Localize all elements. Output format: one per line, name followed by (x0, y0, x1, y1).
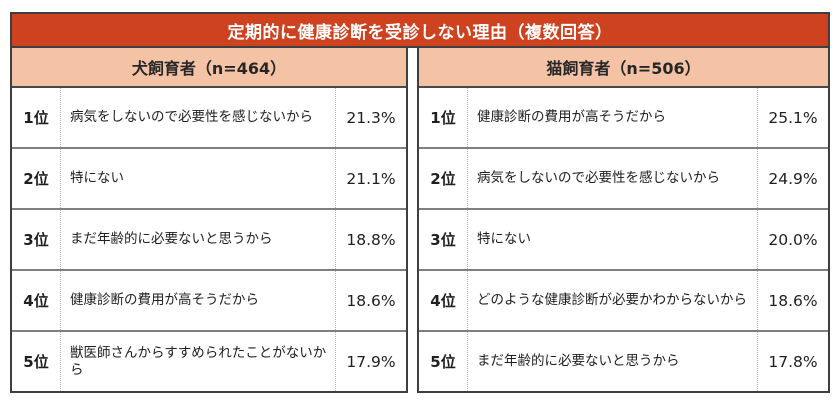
table-frame: 定期的に健康診断を受診しない理由（複数回答） 犬飼育者（n=464） 1位 病気… (10, 12, 830, 393)
table-row: 2位 病気をしないので必要性を感じないから 24.9% (419, 147, 828, 208)
rank-cell: 4位 (419, 271, 468, 330)
reason-cell: まだ年齢的に必要ないと思うから (477, 353, 680, 370)
reason-cell: 健康診断の費用が高そうだから (477, 109, 666, 126)
rank-cell: 2位 (419, 149, 468, 208)
rank-cell: 1位 (12, 88, 61, 147)
percent-cell: 18.8% (335, 210, 406, 269)
percent-cell: 21.1% (335, 149, 406, 208)
table-row: 4位 どのような健康診断が必要かわからないから 18.6% (419, 269, 828, 330)
reason-cell: 特にない (70, 170, 124, 187)
percent-cell: 18.6% (757, 271, 828, 330)
figure-title: 定期的に健康診断を受診しない理由（複数回答） (227, 22, 613, 43)
rank-cell: 5位 (419, 332, 468, 391)
percent-cell: 20.0% (757, 210, 828, 269)
reason-cell: 獣医師さんからすすめられたことがないから (70, 344, 327, 378)
reason-cell: まだ年齢的に必要ないと思うから (70, 231, 273, 248)
percent-cell: 21.3% (335, 88, 406, 147)
rank-cell: 2位 (12, 149, 61, 208)
figure-title-bar: 定期的に健康診断を受診しない理由（複数回答） (10, 12, 830, 48)
table-row: 3位 まだ年齢的に必要ないと思うから 18.8% (12, 208, 406, 269)
table-row: 2位 特にない 21.1% (12, 147, 406, 208)
dog-owner-panel: 犬飼育者（n=464） 1位 病気をしないので必要性を感じないから 21.3% … (10, 46, 408, 393)
cat-owner-panel: 猫飼育者（n=506） 1位 健康診断の費用が高そうだから 25.1% 2位 病… (417, 46, 830, 393)
rank-cell: 1位 (419, 88, 468, 147)
percent-cell: 17.8% (757, 332, 828, 391)
table-row: 4位 健康診断の費用が高そうだから 18.6% (12, 269, 406, 330)
percent-cell: 17.9% (335, 332, 406, 391)
dog-owner-panel-header: 犬飼育者（n=464） (12, 48, 406, 88)
reason-cell: 病気をしないので必要性を感じないから (477, 170, 720, 187)
cat-owner-panel-title: 猫飼育者（n=506） (546, 59, 701, 78)
rank-cell: 4位 (12, 271, 61, 330)
reason-cell: どのような健康診断が必要かわからないから (477, 292, 747, 309)
table-row: 5位 獣医師さんからすすめられたことがないから 17.9% (12, 330, 406, 391)
reason-cell: 特にない (477, 231, 531, 248)
table-row: 1位 病気をしないので必要性を感じないから 21.3% (12, 88, 406, 147)
panels-row: 犬飼育者（n=464） 1位 病気をしないので必要性を感じないから 21.3% … (10, 46, 830, 393)
percent-cell: 25.1% (757, 88, 828, 147)
cat-owner-panel-header: 猫飼育者（n=506） (419, 48, 828, 88)
table-row: 5位 まだ年齢的に必要ないと思うから 17.8% (419, 330, 828, 391)
dog-owner-panel-title: 犬飼育者（n=464） (131, 59, 287, 78)
percent-cell: 24.9% (757, 149, 828, 208)
rank-cell: 5位 (12, 332, 61, 391)
table-row: 3位 特にない 20.0% (419, 208, 828, 269)
reason-cell: 健康診断の費用が高そうだから (70, 292, 259, 309)
rank-cell: 3位 (419, 210, 468, 269)
percent-cell: 18.6% (335, 271, 406, 330)
rank-cell: 3位 (12, 210, 61, 269)
table-row: 1位 健康診断の費用が高そうだから 25.1% (419, 88, 828, 147)
reason-cell: 病気をしないので必要性を感じないから (70, 109, 313, 126)
